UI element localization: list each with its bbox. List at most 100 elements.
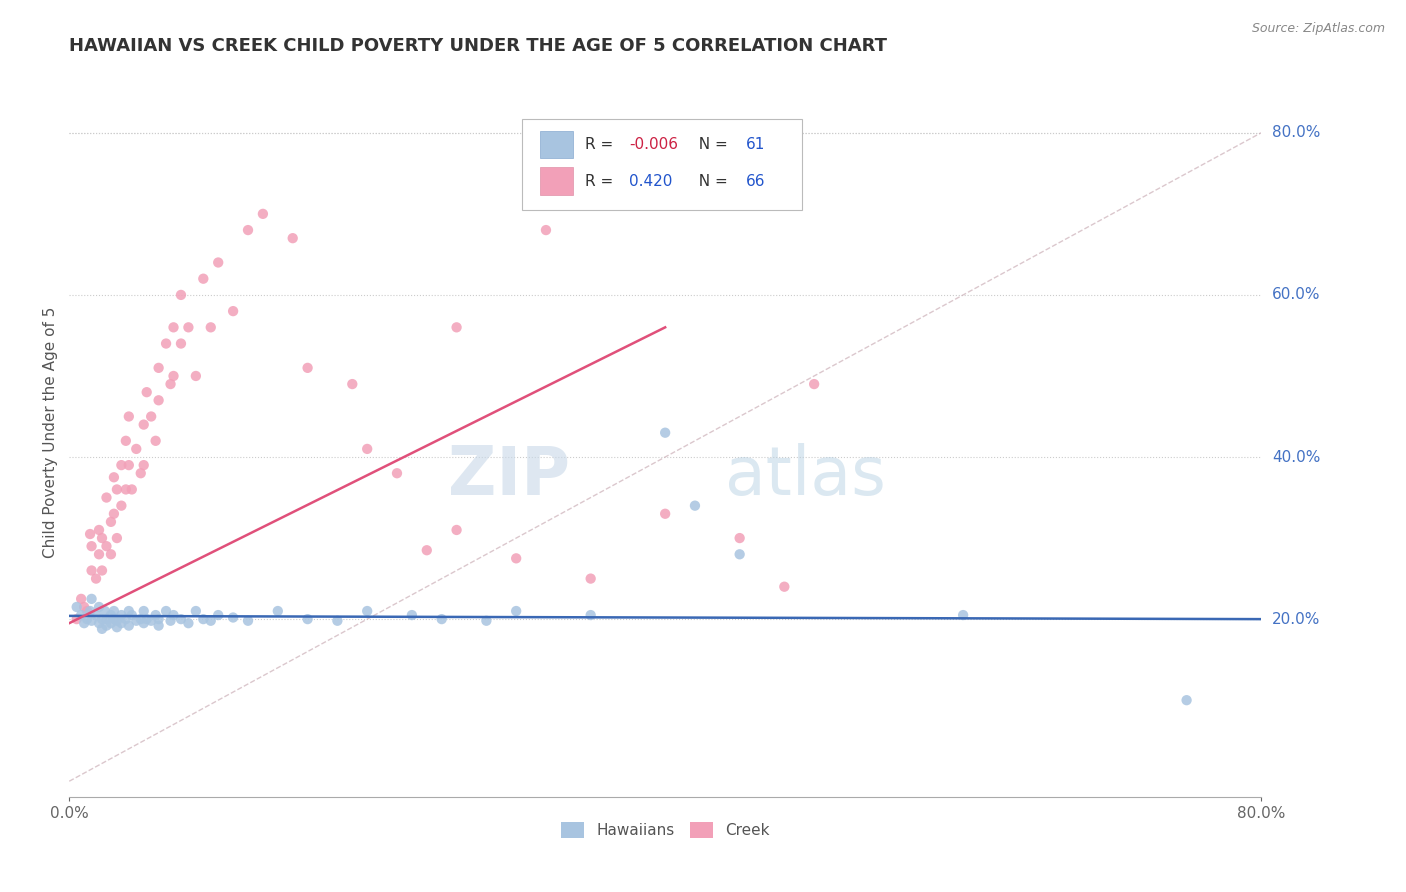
Point	[148, 612, 170, 626]
Point	[683, 499, 706, 513]
Text: 20.0%: 20.0%	[1272, 612, 1320, 626]
Point	[70, 608, 93, 623]
Text: 0.420: 0.420	[630, 174, 673, 188]
Point	[356, 604, 378, 618]
Point	[118, 409, 141, 424]
Point	[135, 385, 157, 400]
Point	[105, 531, 128, 545]
Point	[105, 614, 128, 628]
Point	[118, 458, 141, 472]
Point	[115, 612, 138, 626]
Point	[132, 417, 155, 432]
Point	[148, 618, 170, 632]
Point	[84, 608, 107, 623]
Text: 80.0%: 80.0%	[1272, 125, 1320, 140]
Point	[252, 207, 274, 221]
Point	[132, 458, 155, 472]
Point	[141, 409, 163, 424]
Point	[110, 608, 132, 623]
Point	[66, 612, 89, 626]
Bar	[540, 167, 574, 194]
Point	[170, 336, 193, 351]
Point	[1175, 693, 1198, 707]
Point	[505, 551, 527, 566]
Point	[446, 523, 468, 537]
Point	[385, 467, 408, 481]
Point	[76, 604, 98, 618]
Point	[267, 604, 290, 618]
Point	[193, 271, 215, 285]
Text: 66: 66	[747, 174, 766, 188]
Point	[416, 543, 439, 558]
Point	[73, 616, 96, 631]
Point	[105, 483, 128, 497]
Bar	[540, 131, 574, 159]
Point	[200, 320, 222, 334]
Point	[236, 223, 259, 237]
Point	[728, 531, 751, 545]
Text: atlas: atlas	[724, 443, 886, 509]
Point	[96, 612, 118, 626]
Point	[145, 608, 167, 623]
Point	[100, 515, 122, 529]
Point	[96, 618, 118, 632]
Point	[207, 255, 229, 269]
Point	[118, 604, 141, 618]
Point	[446, 320, 468, 334]
Point	[654, 507, 676, 521]
Point	[177, 616, 200, 631]
Point	[159, 614, 181, 628]
Point	[401, 608, 423, 623]
Point	[115, 434, 138, 448]
Point	[87, 599, 110, 614]
Text: 40.0%: 40.0%	[1272, 450, 1320, 465]
Point	[121, 483, 143, 497]
Point	[115, 483, 138, 497]
Point	[579, 608, 602, 623]
Point	[430, 612, 453, 626]
Point	[70, 591, 93, 606]
Point	[76, 612, 98, 626]
Point	[96, 539, 118, 553]
Point	[155, 336, 177, 351]
Y-axis label: Child Poverty Under the Age of 5: Child Poverty Under the Age of 5	[44, 307, 58, 558]
Text: -0.006: -0.006	[630, 137, 679, 152]
Point	[207, 608, 229, 623]
Point	[342, 377, 364, 392]
Point	[91, 612, 114, 626]
Point	[110, 499, 132, 513]
Point	[281, 231, 304, 245]
Point	[125, 614, 148, 628]
Point	[80, 614, 103, 628]
Point	[80, 591, 103, 606]
Point	[96, 491, 118, 505]
Point	[148, 393, 170, 408]
Point	[184, 368, 207, 383]
Point	[87, 616, 110, 631]
Text: R =: R =	[585, 174, 619, 188]
Point	[141, 614, 163, 628]
Point	[84, 572, 107, 586]
Point	[110, 458, 132, 472]
Point	[125, 442, 148, 456]
Point	[170, 612, 193, 626]
Text: 61: 61	[747, 137, 766, 152]
Point	[184, 604, 207, 618]
Point	[79, 527, 101, 541]
Point	[87, 547, 110, 561]
Text: Source: ZipAtlas.com: Source: ZipAtlas.com	[1251, 22, 1385, 36]
Text: HAWAIIAN VS CREEK CHILD POVERTY UNDER THE AGE OF 5 CORRELATION CHART: HAWAIIAN VS CREEK CHILD POVERTY UNDER TH…	[69, 37, 887, 55]
Point	[297, 612, 319, 626]
Point	[94, 604, 117, 618]
Point	[100, 608, 122, 623]
Text: 60.0%: 60.0%	[1272, 287, 1320, 302]
Point	[110, 616, 132, 631]
Point	[103, 507, 125, 521]
Point	[87, 523, 110, 537]
Point	[728, 547, 751, 561]
Point	[803, 377, 825, 392]
Point	[79, 604, 101, 618]
Point	[80, 564, 103, 578]
Point	[129, 612, 152, 626]
Point	[236, 614, 259, 628]
